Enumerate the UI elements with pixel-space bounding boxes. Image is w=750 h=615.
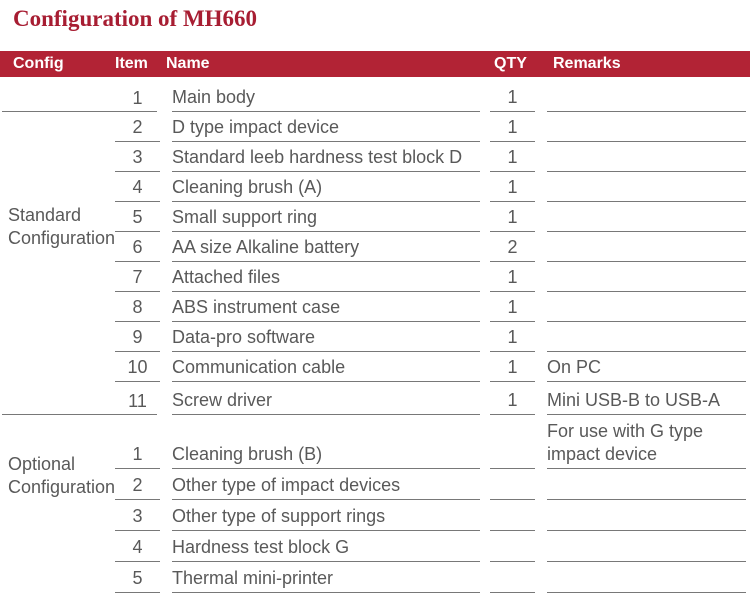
page-title: Configuration of MH660 (13, 6, 258, 31)
qty-cell: 1 (490, 206, 535, 232)
group-divider-line (2, 111, 157, 112)
item-cell: 5 (115, 206, 160, 232)
group-label-standard: Standard Configuration (8, 205, 116, 248)
remarks-cell: Mini USB-B to USB-A (547, 389, 746, 415)
table-row: 2 D type impact device 1 (0, 112, 750, 142)
item-cell: 10 (115, 356, 160, 382)
name-cell: Standard leeb hardness test block D (172, 146, 480, 172)
table-row: 4 Cleaning brush (A) 1 (0, 172, 750, 202)
name-cell: Attached files (172, 266, 480, 292)
name-cell: Communication cable (172, 356, 480, 382)
remarks-cell (547, 590, 746, 593)
remarks-cell: For use with G type impact device (547, 420, 746, 469)
name-cell: Data-pro software (172, 326, 480, 352)
table-header: Config Item Name QTY Remarks (0, 51, 750, 77)
item-cell: 2 (115, 474, 160, 500)
name-cell: D type impact device (172, 116, 480, 142)
name-cell: Other type of support rings (172, 505, 480, 531)
remarks-cell (547, 259, 746, 262)
optional-configuration-group: 1 Cleaning brush (B) For use with G type i… (0, 415, 750, 593)
remarks-cell (547, 139, 746, 142)
name-cell: Main body (172, 86, 480, 112)
item-cell: 4 (115, 536, 160, 562)
remarks-cell: On PC (547, 356, 746, 382)
item-cell: 3 (115, 505, 160, 531)
remarks-cell (547, 497, 746, 500)
item-cell: 3 (115, 146, 160, 172)
remarks-cell (547, 319, 746, 322)
column-header-qty: QTY (494, 55, 527, 72)
item-cell: 4 (115, 176, 160, 202)
qty-cell: 1 (490, 326, 535, 352)
remarks-cell (547, 229, 746, 232)
name-cell: Screw driver (172, 389, 480, 415)
item-cell: 7 (115, 266, 160, 292)
name-cell: AA size Alkaline battery (172, 236, 480, 262)
column-header-config: Config (13, 55, 64, 72)
name-cell: Other type of impact devices (172, 474, 480, 500)
column-header-name: Name (166, 55, 210, 72)
item-cell: 1 (132, 88, 143, 108)
item-cell: 6 (115, 236, 160, 262)
table-row: 11 Screw driver 1 Mini USB-B to USB-A (0, 382, 750, 415)
remarks-cell (547, 199, 746, 202)
name-cell: Thermal mini-printer (172, 567, 480, 593)
qty-cell (490, 466, 535, 469)
table-row: 6 AA size Alkaline battery 2 (0, 232, 750, 262)
qty-cell: 1 (490, 266, 535, 292)
name-cell: Cleaning brush (B) (172, 443, 480, 469)
table-row: 4 Hardness test block G (0, 531, 750, 562)
table-row: 1 Cleaning brush (B) For use with G type i… (0, 415, 750, 469)
remarks-cell (547, 349, 746, 352)
group-divider-line (2, 414, 157, 415)
qty-cell (490, 528, 535, 531)
qty-cell: 1 (490, 176, 535, 202)
item-cell: 5 (115, 567, 160, 593)
table-row: 5 Small support ring 1 (0, 202, 750, 232)
standard-configuration-group: 1 Main body 1 2 D type impact device 1 3 Standa… (0, 82, 750, 415)
name-cell: Cleaning brush (A) (172, 176, 480, 202)
name-cell: Hardness test block G (172, 536, 480, 562)
qty-cell: 1 (490, 296, 535, 322)
remarks-cell (547, 528, 746, 531)
qty-cell: 1 (490, 116, 535, 142)
item-cell: 9 (115, 326, 160, 352)
qty-cell: 1 (490, 356, 535, 382)
table-row: 8 ABS instrument case 1 (0, 292, 750, 322)
item-cell: 2 (115, 116, 160, 142)
group-label-optional: Optional Configuration (8, 454, 116, 497)
remarks-cell (547, 559, 746, 562)
item-cell: 11 (128, 391, 147, 411)
item-cell: 8 (115, 296, 160, 322)
column-header-item: Item (115, 55, 148, 72)
column-header-remarks: Remarks (553, 55, 621, 72)
qty-cell: 2 (490, 236, 535, 262)
table-row: 7 Attached files 1 (0, 262, 750, 292)
qty-cell (490, 497, 535, 500)
qty-cell (490, 590, 535, 593)
remarks-cell (547, 289, 746, 292)
remarks-cell (547, 169, 746, 172)
remarks-cell (547, 109, 746, 112)
name-cell: ABS instrument case (172, 296, 480, 322)
qty-cell: 1 (490, 86, 535, 112)
table-row: 3 Other type of support rings (0, 500, 750, 531)
qty-cell: 1 (490, 389, 535, 415)
table-row: 1 Main body 1 (0, 82, 750, 112)
table-row: 5 Thermal mini-printer (0, 562, 750, 593)
item-cell: 1 (115, 443, 160, 469)
table-row: 2 Other type of impact devices (0, 469, 750, 500)
qty-cell (490, 559, 535, 562)
table-row: 10 Communication cable 1 On PC (0, 352, 750, 382)
table-row: 3 Standard leeb hardness test block D 1 (0, 142, 750, 172)
qty-cell: 1 (490, 146, 535, 172)
table-row: 9 Data-pro software 1 (0, 322, 750, 352)
name-cell: Small support ring (172, 206, 480, 232)
